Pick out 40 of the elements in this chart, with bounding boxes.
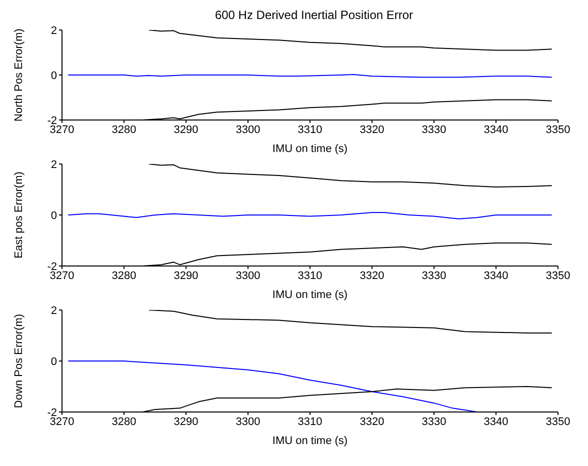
x-axis-title: IMU on time (s) bbox=[272, 435, 348, 447]
x-tick-label: 3290 bbox=[174, 416, 198, 428]
x-tick-label: 3350 bbox=[546, 270, 570, 282]
x-tick-label: 3320 bbox=[360, 124, 384, 136]
x-tick-label: 3290 bbox=[174, 270, 198, 282]
x-tick-label: 3350 bbox=[546, 124, 570, 136]
x-tick-label: 3340 bbox=[484, 124, 508, 136]
y-tick-label: 2 bbox=[50, 158, 57, 171]
y-axis-title: North Pos Error(m) bbox=[12, 28, 25, 122]
x-tick-label: 3340 bbox=[484, 270, 508, 282]
x-tick-label: 3330 bbox=[422, 416, 446, 428]
x-tick-label: 3270 bbox=[50, 416, 74, 428]
x-tick-label: 3310 bbox=[298, 124, 322, 136]
y-axis-title: Down Pos Error(m) bbox=[12, 314, 25, 408]
y-tick-label: 2 bbox=[50, 24, 57, 37]
x-tick-label: 3280 bbox=[112, 270, 136, 282]
x-axis-title: IMU on time (s) bbox=[272, 143, 348, 155]
y-tick-label: 2 bbox=[50, 304, 57, 317]
x-tick-label: 3320 bbox=[360, 270, 384, 282]
x-tick-label: 3350 bbox=[546, 416, 570, 428]
x-tick-label: 3270 bbox=[50, 270, 74, 282]
x-tick-label: 3280 bbox=[112, 416, 136, 428]
x-tick-label: 3300 bbox=[236, 270, 260, 282]
x-axis-title: IMU on time (s) bbox=[272, 289, 348, 301]
x-tick-label: 3290 bbox=[174, 124, 198, 136]
x-tick-label: 3310 bbox=[298, 270, 322, 282]
x-tick-label: 3330 bbox=[422, 124, 446, 136]
y-tick-label: 0 bbox=[50, 356, 57, 368]
x-tick-label: 3310 bbox=[298, 416, 322, 428]
x-tick-label: 3280 bbox=[112, 124, 136, 136]
y-tick-label: 0 bbox=[50, 210, 57, 222]
y-axis-title: East pos Error(m) bbox=[12, 172, 25, 258]
chart-title: 600 Hz Derived Inertial Position Error bbox=[214, 8, 414, 24]
x-tick-label: 3300 bbox=[236, 124, 260, 136]
x-tick-label: 3300 bbox=[236, 416, 260, 428]
x-tick-label: 3270 bbox=[50, 124, 74, 136]
x-tick-label: 3340 bbox=[484, 416, 508, 428]
x-tick-label: 3330 bbox=[422, 270, 446, 282]
y-tick-label: 0 bbox=[50, 70, 57, 82]
x-tick-label: 3320 bbox=[360, 416, 384, 428]
